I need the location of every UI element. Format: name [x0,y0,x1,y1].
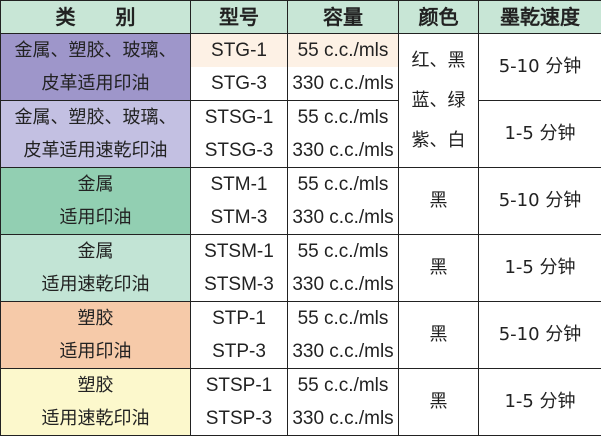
header-speed: 墨乾速度 [479,1,601,34]
category-cell: 金属、塑胶、玻璃、皮革适用速乾印油 [1,101,191,168]
header-color: 颜色 [399,1,479,34]
model-cell: STSG-3 [191,134,288,168]
category-line: 金属、塑胶、玻璃、 [1,101,190,134]
model-cell: STP-3 [191,335,288,369]
model-cell: STP-1 [191,302,288,336]
speed-cell: 5-10 分钟 [479,34,601,101]
capacity-cell: 330 c.c./mls [288,201,399,235]
category-line: 塑胶 [1,302,190,335]
category-cell: 金属适用速乾印油 [1,235,191,302]
category-line: 金属 [1,168,190,201]
color-text: 紫、白 [399,121,478,161]
capacity-cell: 55 c.c./mls [288,369,399,403]
category-cell: 金属、塑胶、玻璃、皮革适用印油 [1,34,191,101]
model-cell: STG-1 [191,34,288,68]
model-cell: STSP-1 [191,369,288,403]
model-cell: STM-1 [191,168,288,202]
category-cell: 塑胶适用速乾印油 [1,369,191,436]
capacity-cell: 55 c.c./mls [288,302,399,336]
color-cell: 黑 [399,235,479,302]
category-line: 适用速乾印油 [1,402,190,435]
model-cell: STSG-1 [191,101,288,135]
category-line: 适用印油 [1,335,190,368]
category-line: 适用印油 [1,201,190,234]
color-text: 红、黑 [399,41,478,81]
model-cell: STG-3 [191,67,288,101]
category-line: 金属 [1,235,190,268]
capacity-cell: 330 c.c./mls [288,335,399,369]
color-cell: 黑 [399,302,479,369]
speed-cell: 5-10 分钟 [479,168,601,235]
category-line: 适用速乾印油 [1,268,190,301]
category-cell: 塑胶适用印油 [1,302,191,369]
header-row: 类 别 型号 容量 颜色 墨乾速度 [1,1,601,34]
category-line: 塑胶 [1,369,190,402]
capacity-cell: 330 c.c./mls [288,134,399,168]
color-cell: 黑 [399,369,479,436]
model-cell: STSM-3 [191,268,288,302]
category-cell: 金属适用印油 [1,168,191,235]
category-line: 皮革适用速乾印油 [1,134,190,167]
capacity-cell: 330 c.c./mls [288,268,399,302]
color-cell: 黑 [399,168,479,235]
capacity-cell: 55 c.c./mls [288,34,399,68]
color-text: 蓝、绿 [399,81,478,121]
header-model: 型号 [191,1,288,34]
category-line: 金属、塑胶、玻璃、 [1,34,190,67]
model-cell: STM-3 [191,201,288,235]
color-cell-shared: 红、黑蓝、绿紫、白 [399,34,479,168]
capacity-cell: 55 c.c./mls [288,101,399,135]
model-cell: STSM-1 [191,235,288,269]
header-category: 类 别 [1,1,191,34]
speed-cell: 1-5 分钟 [479,235,601,302]
capacity-cell: 55 c.c./mls [288,235,399,269]
speed-cell: 1-5 分钟 [479,101,601,168]
capacity-cell: 330 c.c./mls [288,67,399,101]
capacity-cell: 55 c.c./mls [288,168,399,202]
header-capacity: 容量 [288,1,399,34]
category-line: 皮革适用印油 [1,67,190,100]
capacity-cell: 330 c.c./mls [288,402,399,436]
speed-cell: 5-10 分钟 [479,302,601,369]
model-cell: STSP-3 [191,402,288,436]
speed-cell: 1-5 分钟 [479,369,601,436]
